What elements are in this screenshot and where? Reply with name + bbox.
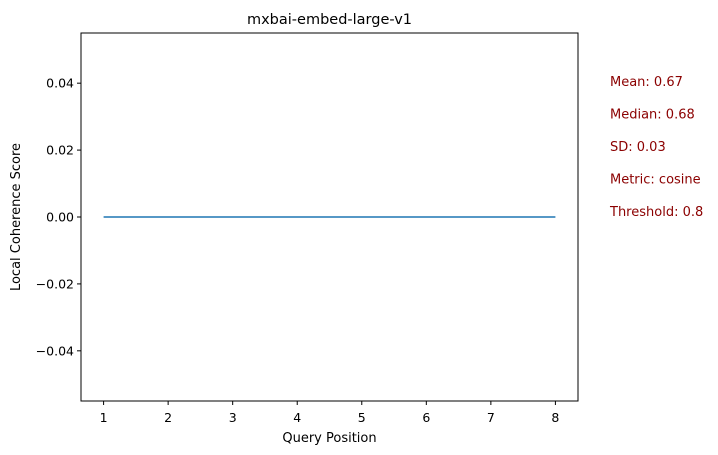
- stat-annotation: Median: 0.68: [610, 108, 695, 123]
- x-axis-label: Query Position: [282, 431, 376, 446]
- x-tick-label: 6: [422, 410, 430, 425]
- x-axis-ticks: 1 2 3 4 5 6 7 8: [100, 401, 559, 425]
- y-tick-label: −0.04: [36, 343, 74, 358]
- stats-annotations: Mean: 0.67 Median: 0.68 SD: 0.03 Metric: co…: [609, 75, 703, 220]
- x-tick-label: 4: [293, 410, 301, 425]
- x-tick-label: 5: [358, 410, 366, 425]
- stat-annotation: Metric: cosine: [610, 173, 701, 188]
- x-tick-label: 3: [229, 410, 237, 425]
- x-tick-label: 8: [551, 410, 559, 425]
- x-tick-label: 7: [487, 410, 495, 425]
- y-tick-label: 0.00: [46, 210, 74, 225]
- stat-annotation: Threshold: 0.8: [609, 205, 703, 220]
- plot-frame: [80, 32, 579, 402]
- x-tick-label: 1: [100, 410, 108, 425]
- y-tick-label: 0.02: [46, 143, 74, 158]
- stat-annotation: SD: 0.03: [610, 140, 666, 155]
- chart-title: mxbai-embed-large-v1: [247, 12, 412, 28]
- y-axis-label: Local Coherence Score: [9, 143, 24, 291]
- y-tick-label: −0.02: [36, 276, 74, 291]
- y-tick-label: 0.04: [46, 76, 74, 91]
- x-tick-label: 2: [164, 410, 172, 425]
- y-axis-ticks: −0.04 −0.02 0.00 0.02 0.04: [36, 76, 81, 358]
- stat-annotation: Mean: 0.67: [610, 75, 683, 90]
